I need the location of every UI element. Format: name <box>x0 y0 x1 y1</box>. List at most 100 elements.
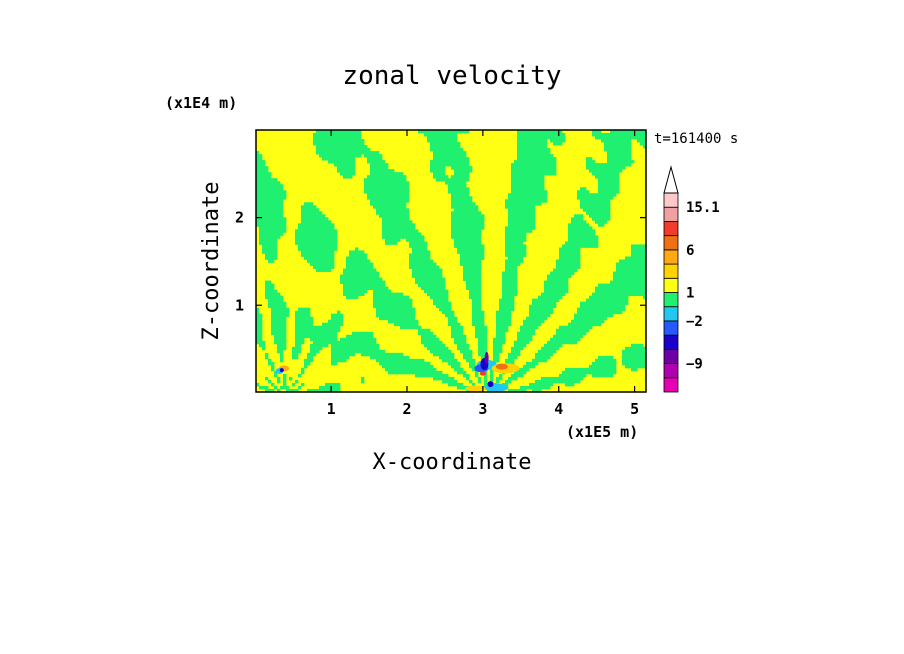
contour-cell <box>454 193 458 197</box>
contour-cell <box>376 313 380 318</box>
contour-cell <box>550 163 554 167</box>
contour-cell <box>364 277 368 281</box>
contour-cell <box>535 133 539 137</box>
contour-cell <box>508 214 512 218</box>
contour-cell <box>466 169 470 173</box>
contour-cell <box>604 298 608 303</box>
contour-cell <box>628 283 632 287</box>
contour-cell <box>328 253 332 257</box>
contour-cell <box>469 205 473 209</box>
contour-cell <box>460 226 464 230</box>
contour-cell <box>256 193 260 197</box>
contour-cell <box>637 289 641 294</box>
contour-cell <box>367 160 371 164</box>
contour-cell <box>592 319 596 324</box>
contour-cell <box>406 361 410 366</box>
contour-cell <box>265 202 269 206</box>
contour-cell <box>610 145 614 149</box>
contour-cell <box>628 277 632 281</box>
contour-cell <box>271 238 275 242</box>
contour-cell <box>370 355 374 360</box>
contour-cell <box>481 349 485 354</box>
contour-cell <box>568 370 572 375</box>
contour-cell <box>553 334 557 339</box>
contour-cell <box>358 268 362 272</box>
contour-cell <box>436 151 440 155</box>
contour-cell <box>481 313 485 318</box>
contour-cell <box>511 214 515 218</box>
contour-cell <box>529 136 533 140</box>
contour-cell <box>580 370 584 375</box>
contour-cell <box>466 199 470 203</box>
contour-cell <box>598 181 602 185</box>
contour-cell <box>583 301 587 306</box>
contour-cell <box>544 343 548 348</box>
contour-cell <box>589 244 593 248</box>
contour-cell <box>460 343 464 348</box>
contour-cell <box>385 295 389 300</box>
contour-cell <box>349 262 353 266</box>
contour-cell <box>316 139 320 143</box>
contour-cell <box>403 301 407 306</box>
contour-cell <box>385 289 389 294</box>
contour-cell <box>577 379 581 384</box>
contour-cell <box>403 196 407 200</box>
contour-cell <box>562 379 566 384</box>
contour-cell <box>559 268 563 272</box>
contour-cell <box>256 172 260 176</box>
contour-cell <box>301 208 305 212</box>
contour-cell <box>394 310 398 315</box>
chart-title: zonal velocity <box>342 61 561 91</box>
contour-cell <box>604 175 608 179</box>
contour-cell <box>304 235 308 239</box>
contour-cell <box>271 259 275 263</box>
contour-cell <box>385 292 389 297</box>
contour-cell <box>592 205 596 209</box>
contour-cell <box>535 307 539 312</box>
contour-cell <box>352 253 356 257</box>
contour-cell <box>364 145 368 149</box>
contour-cell <box>346 142 350 146</box>
contour-cell <box>274 328 278 333</box>
contour-cell <box>610 298 614 303</box>
contour-cell <box>547 130 551 134</box>
contour-cell <box>349 286 353 291</box>
contour-cell <box>598 130 602 134</box>
contour-cell <box>511 307 515 312</box>
contour-cell <box>526 226 530 230</box>
contour-cell <box>409 364 413 369</box>
contour-cell <box>517 352 521 357</box>
contour-cell <box>394 292 398 297</box>
contour-cell <box>391 298 395 303</box>
contour-cell <box>409 238 413 242</box>
contour-cell <box>436 148 440 152</box>
contour-cell <box>577 367 581 372</box>
contour-cell <box>520 148 524 152</box>
contour-cell <box>277 223 281 227</box>
contour-cell <box>586 202 590 206</box>
contour-cell <box>454 145 458 149</box>
contour-cell <box>349 283 353 287</box>
contour-cell <box>268 247 272 251</box>
contour-cell <box>445 142 449 146</box>
contour-cell <box>526 145 530 149</box>
contour-cell <box>409 322 413 327</box>
contour-cell <box>343 337 347 342</box>
contour-cell <box>418 241 422 245</box>
contour-cell <box>445 289 449 294</box>
contour-cell <box>634 136 638 140</box>
contour-cell <box>310 253 314 257</box>
contour-cell <box>409 310 413 315</box>
contour-cell <box>322 133 326 137</box>
contour-cell <box>631 349 635 354</box>
contour-cell <box>607 208 611 212</box>
contour-cell <box>418 130 422 134</box>
contour-cell <box>268 289 272 294</box>
contour-cell <box>592 292 596 297</box>
contour-cell <box>346 274 350 278</box>
contour-cell <box>310 220 314 224</box>
contour-cell <box>466 244 470 248</box>
contour-cell <box>412 223 416 227</box>
contour-cell <box>448 184 452 188</box>
contour-cell <box>259 208 263 212</box>
